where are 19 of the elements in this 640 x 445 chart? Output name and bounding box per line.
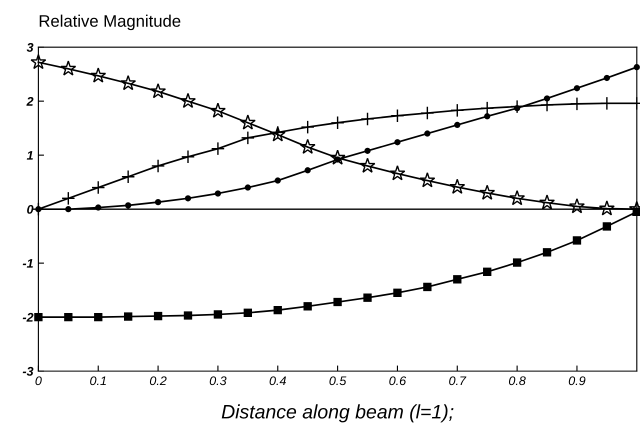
- x-tick-label: 0.2: [150, 376, 167, 386]
- y-tick-label: 2: [26, 96, 34, 106]
- x-tick-label: 0.7: [449, 376, 466, 386]
- x-tick-label: 0.1: [90, 376, 106, 386]
- y-tick-label: -1: [22, 259, 33, 268]
- x-tick-label: 0.5: [329, 376, 346, 386]
- y-tick-label: -3: [22, 366, 34, 376]
- x-tick-label: 0.9: [568, 376, 586, 386]
- x-tick-label: 0.6: [389, 376, 406, 386]
- x-axis-title: Distance along beam (l=1);: [222, 404, 454, 422]
- y-tick-label: 1: [26, 151, 33, 160]
- y-tick-label: 3: [26, 42, 34, 52]
- y-tick-label: 0: [27, 204, 34, 214]
- x-tick-label: 0.8: [508, 376, 526, 386]
- x-tick-label: 0: [35, 376, 42, 386]
- x-tick-label: 0.4: [270, 376, 286, 386]
- chart-title: Relative Magnitude: [40, 14, 180, 30]
- y-tick-label: -2: [22, 312, 34, 322]
- x-tick-label: 0.3: [210, 376, 226, 386]
